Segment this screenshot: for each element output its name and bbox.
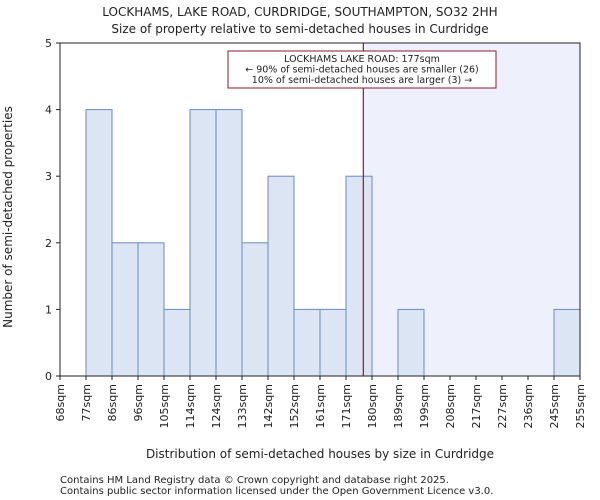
x-tick-label: 236sqm [522,384,535,428]
histogram-bar [397,308,425,377]
chart-subtitle: Size of property relative to semi-detach… [111,22,488,36]
x-tick-label: 171sqm [340,384,353,428]
footer-line-2: Contains public sector information licen… [60,486,493,497]
histogram-bar [111,242,139,377]
histogram-bar [85,109,113,377]
x-tick-label: 152sqm [288,384,301,428]
annotation-line-1: LOCKHAMS LAKE ROAD: 177sqm [284,54,440,65]
histogram-bar [163,308,191,377]
histogram-bar [189,109,217,377]
x-tick-label: 217sqm [470,384,483,428]
histogram-bar [137,242,165,377]
annotation-box [227,50,497,89]
x-tick-label: 77sqm [80,384,93,421]
footer-line-1: Contains HM Land Registry data © Crown c… [60,475,449,486]
annotation-line-3: 10% of semi-detached houses are larger (… [252,75,472,86]
x-tick-label: 227sqm [496,384,509,428]
plot-area: 0 1 2 3 4 5 68sqm 77sqm 86sqm 96sqm 105sqm 114sqm 12… [45,37,587,428]
x-tick-label: 245sqm [548,384,561,428]
y-axis-label: Number of semi-detached properties [1,106,15,328]
y-tick-label: 0 [45,370,52,383]
chart-title: LOCKHAMS, LAKE ROAD, CURDRIDGE, SOUTHAMP… [102,5,497,19]
x-tick-label: 161sqm [314,384,327,428]
x-tick-label: 255sqm [574,384,587,428]
x-tick-label: 133sqm [236,384,249,428]
x-tick-label: 105sqm [158,384,171,428]
x-tick-label: 124sqm [210,384,223,428]
histogram-bar [293,308,321,377]
x-tick-label: 114sqm [184,384,197,428]
histogram-bar [319,308,347,377]
x-tick-label: 68sqm [54,384,67,421]
histogram-bar [215,109,243,377]
y-tick-label: 2 [45,237,52,250]
x-tick-label: 180sqm [366,384,379,428]
x-tick-label: 96sqm [132,384,145,421]
y-tick-label: 4 [45,104,52,117]
x-tick-label: 199sqm [418,384,431,428]
x-tick-label: 208sqm [444,384,457,428]
histogram-bar [241,242,269,377]
annotation-line-2: ← 90% of semi-detached houses are smalle… [245,65,479,76]
x-tick-label: 189sqm [392,384,405,428]
x-tick-label: 86sqm [106,384,119,421]
histogram-bar [345,175,373,377]
y-tick-label: 1 [45,303,52,316]
larger-region-shade [363,43,580,376]
y-tick-label: 3 [45,170,52,183]
histogram-bar [553,308,581,377]
y-tick-label: 5 [45,37,52,50]
histogram-bar [267,175,295,377]
x-tick-label: 142sqm [262,384,275,428]
x-axis-label: Distribution of semi-detached houses by … [146,447,494,461]
